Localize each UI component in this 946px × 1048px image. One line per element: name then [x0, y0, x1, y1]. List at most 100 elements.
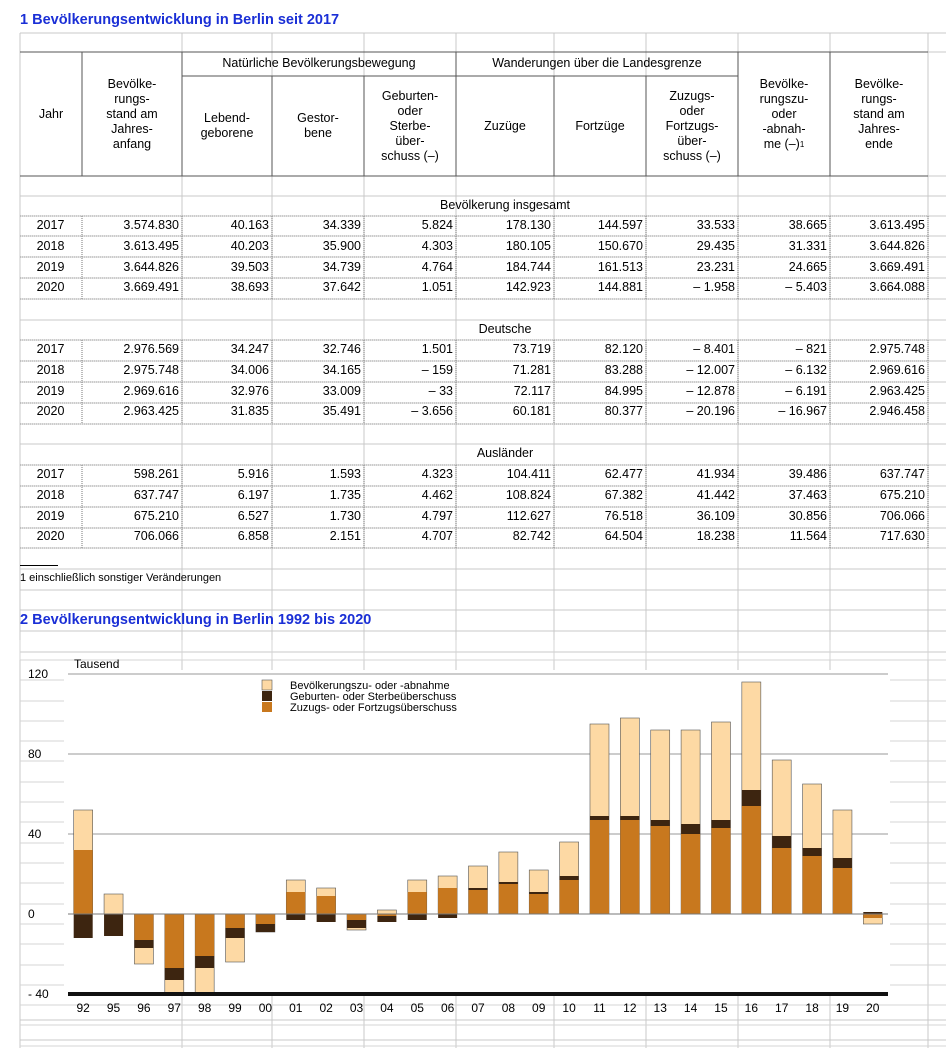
x-tick-label: 10 [562, 1001, 576, 1015]
bar-migration [559, 880, 579, 914]
plot-area [64, 670, 890, 996]
table-cell: – 6.132 [785, 363, 827, 377]
table-cell: 4.707 [421, 529, 453, 543]
table-cell: 3.574.830 [123, 218, 179, 232]
table-cell: 60.181 [512, 404, 551, 418]
x-tick-label: 12 [623, 1001, 637, 1015]
bar-group-16 [741, 681, 762, 915]
table-cell: – 1.958 [693, 280, 735, 294]
col-header-zu-abnahme: Bevölke- rungszu- oder -abnah- me (–)1 [738, 52, 830, 176]
footnote-marker: 1 [799, 139, 805, 149]
table-cell: 637.747 [133, 488, 179, 502]
bar-natural [589, 816, 609, 820]
col-header-zuzuege: Zuzüge [484, 118, 526, 133]
table-cell-year: 2018 [36, 363, 65, 377]
table-cell: 6.527 [237, 509, 269, 523]
table-cell: 33.533 [696, 218, 735, 232]
table-cell: 36.109 [696, 509, 735, 523]
footnote: 1 einschließlich sonstiger Veränderungen [20, 572, 222, 584]
table-cell: 144.597 [597, 218, 643, 232]
table-cell: 2.151 [329, 529, 361, 543]
bar-migration [225, 914, 245, 928]
x-tick-label: 06 [441, 1001, 455, 1015]
table-cell: 184.744 [505, 260, 551, 274]
table-cell: 35.491 [322, 404, 361, 418]
table-cell-year: 2019 [36, 384, 65, 398]
table-cell-year: 2017 [36, 218, 65, 232]
bar-natural [559, 876, 579, 880]
bar-migration [620, 820, 640, 914]
bar-total [103, 893, 124, 915]
bar-migration [316, 896, 336, 914]
table-cell: 4.303 [421, 239, 453, 253]
bar-natural [529, 892, 549, 894]
group-header-natural: Natürliche Bevölkerungsbewegung [222, 56, 416, 70]
table-cell: 39.503 [230, 260, 269, 274]
x-tick-label: 97 [168, 1001, 182, 1015]
bar-natural [438, 914, 458, 918]
bar-group-92 [73, 809, 93, 938]
bar-group-99 [225, 913, 245, 963]
bar-migration [498, 884, 518, 914]
table-cell-year: 2019 [36, 509, 65, 523]
table-cell: 18.238 [696, 529, 735, 543]
bar-group-03 [346, 913, 367, 931]
col-header-geburten-ueberschuss: Geburten- oder Sterbe- über- schuss (–) [381, 88, 439, 163]
table-cell: 38.693 [230, 280, 269, 294]
footnote-rule [20, 565, 58, 566]
y-tick-label: - 40 [28, 987, 49, 1001]
bar-natural [255, 924, 275, 932]
table-cell: 33.009 [322, 384, 361, 398]
table-cell: 2.946.458 [869, 404, 925, 418]
bar-migration [195, 914, 215, 956]
table-cell: 32.746 [322, 342, 361, 356]
table-cell: 675.210 [133, 509, 179, 523]
table-cell: 180.105 [505, 239, 551, 253]
table-cell: 3.669.491 [869, 260, 925, 274]
bar-group-02 [316, 887, 336, 922]
table-cell: 1.593 [329, 467, 361, 481]
table-cell: 11.564 [789, 529, 827, 543]
x-tick-label: 07 [471, 1001, 485, 1015]
x-tick-label: 96 [137, 1001, 151, 1015]
bar-natural [134, 940, 154, 948]
table-cell: 2.975.748 [869, 342, 925, 356]
table-cell: – 159 [421, 363, 453, 377]
table-cell: 73.719 [512, 342, 551, 356]
bar-natural [681, 824, 701, 834]
table-cell: 41.442 [696, 488, 735, 502]
legend-label-natural: Geburten- oder Sterbeüberschuss [290, 691, 457, 703]
bar-natural [104, 914, 124, 936]
y-axis-label: Tausend [74, 657, 119, 671]
bar-natural [741, 790, 761, 806]
x-tick-label: 09 [532, 1001, 546, 1015]
table-cell: – 6.191 [785, 384, 827, 398]
bar-group-14 [680, 729, 701, 915]
bar-natural [711, 820, 731, 828]
x-tick-label: 05 [411, 1001, 425, 1015]
table-cell: 41.934 [696, 467, 735, 481]
bar-natural [832, 858, 852, 868]
bar-group-95 [103, 893, 124, 936]
bar-natural [620, 816, 640, 820]
bar-migration [681, 834, 701, 914]
bar-natural [286, 914, 306, 920]
table-cell: 67.382 [604, 488, 643, 502]
table-cell: 71.281 [512, 363, 551, 377]
bar-migration [863, 914, 883, 918]
table-cell: 3.664.088 [869, 280, 925, 294]
y-tick-label: 120 [28, 667, 48, 681]
table-cell: 31.331 [788, 239, 827, 253]
table-cell: – 12.007 [686, 363, 735, 377]
bar-natural [468, 888, 488, 890]
group-header-migration: Wanderungen über die Landesgrenze [492, 56, 702, 70]
table-cell: 178.130 [505, 218, 551, 232]
table-cell: – 8.401 [693, 342, 735, 356]
table-cell: 34.006 [230, 363, 269, 377]
table-cell: 161.513 [597, 260, 643, 274]
table-cell: 706.066 [879, 509, 925, 523]
bar-natural [498, 882, 518, 884]
table-cell: 3.644.826 [123, 260, 179, 274]
bar-migration [711, 828, 731, 914]
bar-group-01 [285, 879, 306, 920]
